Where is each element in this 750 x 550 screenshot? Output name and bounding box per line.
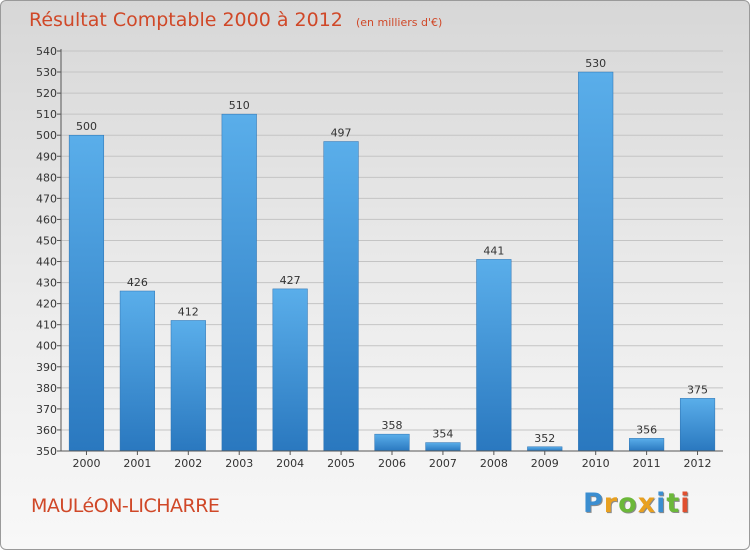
x-tick-label: 2002 <box>174 457 202 470</box>
value-label: 426 <box>127 276 148 289</box>
logo-letter: i <box>680 488 691 519</box>
value-label: 441 <box>483 244 504 257</box>
value-label: 510 <box>229 99 250 112</box>
y-tick-label: 390 <box>36 361 57 374</box>
bar <box>578 71 614 452</box>
y-tick-label: 490 <box>36 150 57 163</box>
value-label: 412 <box>178 305 199 318</box>
x-tick-label: 2007 <box>429 457 457 470</box>
y-tick-label: 520 <box>36 87 57 100</box>
bar <box>119 290 155 452</box>
x-tick-label: 2001 <box>123 457 151 470</box>
bar <box>374 433 410 452</box>
value-label: 427 <box>280 274 301 287</box>
logo-letter: i <box>656 488 667 519</box>
y-tick-label: 370 <box>36 403 57 416</box>
y-tick-label: 500 <box>36 129 57 142</box>
x-tick-label: 2008 <box>480 457 508 470</box>
value-label: 358 <box>382 419 403 432</box>
y-tick-label: 460 <box>36 213 57 226</box>
x-tick-label: 2006 <box>378 457 406 470</box>
y-tick-label: 440 <box>36 256 57 269</box>
y-tick-label: 510 <box>36 108 57 121</box>
x-tick-label: 2010 <box>582 457 610 470</box>
logo-letter: r <box>603 488 619 519</box>
y-tick-label: 380 <box>36 382 57 395</box>
value-label: 354 <box>432 428 453 441</box>
x-tick-label: 2003 <box>225 457 253 470</box>
chart-title: Résultat Comptable 2000 à 2012 <box>29 9 343 31</box>
y-tick-label: 450 <box>36 234 57 247</box>
value-label: 356 <box>636 423 657 436</box>
x-tick-label: 2009 <box>531 457 559 470</box>
x-tick-label: 2005 <box>327 457 355 470</box>
y-tick-label: 540 <box>36 45 57 58</box>
y-tick-label: 350 <box>36 445 57 458</box>
axes <box>57 49 723 455</box>
bar <box>629 438 665 452</box>
y-tick-label: 530 <box>36 66 57 79</box>
value-label: 530 <box>585 57 606 70</box>
proxiti-logo: Proxiti <box>583 488 691 519</box>
bar <box>679 398 716 452</box>
y-tick-label: 410 <box>36 319 57 332</box>
commune-name: MAULéON-LICHARRE <box>31 495 220 517</box>
y-tick-label: 470 <box>36 192 57 205</box>
value-label: 500 <box>76 120 97 133</box>
value-label: 497 <box>331 127 352 140</box>
bar <box>170 320 206 452</box>
logo-letter: o <box>618 488 638 519</box>
logo-letter: P <box>583 488 604 519</box>
chart-unit: (en milliers d'€) <box>355 16 443 29</box>
chart-title-block: Résultat Comptable 2000 à 2012 (en milli… <box>29 9 442 31</box>
bar <box>272 288 308 452</box>
bar <box>68 134 105 452</box>
bar <box>221 113 257 452</box>
y-tick-label: 420 <box>36 298 57 311</box>
bar <box>425 442 461 452</box>
value-label: 352 <box>534 432 555 445</box>
y-tick-label: 400 <box>36 340 57 353</box>
x-tick-label: 2004 <box>276 457 304 470</box>
x-tick-label: 2011 <box>633 457 661 470</box>
logo-letter: t <box>666 488 681 519</box>
x-tick-label: 2012 <box>684 457 712 470</box>
x-tick-label: 2000 <box>72 457 100 470</box>
labels: 350 360 370 380 390 400 410 420 430 440 450 460 470 4… <box>36 45 712 470</box>
value-label: 375 <box>687 383 708 396</box>
bar <box>527 446 563 452</box>
y-tick-label: 360 <box>36 424 57 437</box>
bar <box>323 141 359 452</box>
grid-lines <box>61 50 723 452</box>
y-tick-label: 430 <box>36 277 57 290</box>
logo-letter: x <box>637 488 657 519</box>
y-tick-label: 480 <box>36 171 57 184</box>
bar <box>476 259 512 452</box>
bars <box>68 71 716 452</box>
